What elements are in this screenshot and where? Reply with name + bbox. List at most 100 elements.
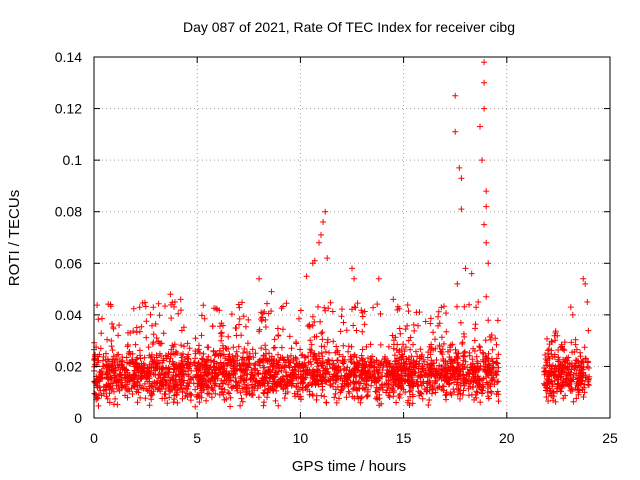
data-point (483, 203, 490, 210)
data-point (359, 328, 366, 335)
data-point (340, 342, 347, 349)
data-point (558, 373, 565, 380)
data-point (111, 374, 118, 381)
data-point (124, 394, 131, 401)
data-point (462, 265, 469, 272)
data-point (561, 346, 568, 353)
data-point (388, 385, 395, 392)
data-point (370, 304, 377, 311)
data-point (179, 385, 186, 392)
data-point (407, 393, 413, 400)
data-point (316, 373, 323, 380)
data-point (138, 374, 145, 381)
data-point (239, 398, 246, 405)
data-point (311, 369, 317, 376)
data-point (286, 378, 293, 385)
data-point (572, 341, 579, 348)
data-point (127, 351, 134, 358)
data-point (288, 345, 295, 352)
data-point (312, 356, 319, 363)
data-point (270, 387, 277, 394)
data-point (445, 381, 452, 388)
data-point (225, 333, 232, 340)
data-point (349, 306, 355, 313)
data-point (462, 358, 469, 365)
data-point (134, 399, 141, 406)
data-point (455, 386, 462, 393)
data-point (255, 358, 262, 365)
data-point (472, 321, 479, 328)
data-point (208, 357, 214, 364)
data-point (97, 387, 104, 394)
data-point (415, 322, 421, 329)
data-point (220, 322, 226, 329)
data-point (287, 359, 294, 366)
data-point (261, 364, 268, 371)
data-point (315, 351, 322, 357)
data-point (392, 376, 399, 383)
data-point (422, 318, 429, 325)
data-point (554, 332, 561, 339)
data-point (114, 401, 121, 408)
data-point (568, 366, 575, 373)
data-point (142, 395, 149, 402)
data-point (275, 402, 282, 409)
data-point (393, 346, 400, 353)
data-point (107, 301, 114, 308)
data-point (396, 357, 403, 364)
data-point (410, 341, 416, 348)
data-point (297, 371, 304, 378)
data-point (443, 389, 450, 396)
data-point (160, 357, 167, 364)
data-point (177, 296, 184, 303)
data-point (231, 355, 237, 361)
data-point (545, 398, 552, 404)
data-point (461, 303, 468, 310)
data-point (358, 395, 365, 402)
data-point (453, 365, 460, 372)
data-point (239, 299, 245, 306)
data-point (154, 378, 161, 384)
data-point (374, 370, 381, 377)
data-point (188, 391, 195, 398)
data-point (258, 309, 265, 316)
data-point (543, 359, 550, 366)
data-point (293, 340, 300, 347)
data-point (267, 372, 274, 379)
data-point (130, 305, 137, 312)
data-point (437, 372, 444, 379)
data-point (112, 395, 119, 402)
data-point (159, 365, 165, 372)
data-point (428, 370, 435, 377)
data-point (460, 352, 467, 359)
data-point (149, 322, 155, 329)
data-point (221, 396, 228, 403)
data-point (129, 391, 136, 397)
data-point (95, 402, 102, 409)
data-point (386, 360, 393, 367)
data-point (187, 361, 193, 368)
data-point (155, 338, 162, 345)
data-point (370, 364, 377, 371)
data-point (225, 389, 232, 396)
data-point (431, 360, 437, 367)
data-point (311, 378, 318, 385)
data-point (178, 342, 185, 349)
data-point (481, 59, 488, 66)
data-point (300, 375, 307, 382)
data-point (471, 337, 478, 344)
data-point (417, 346, 424, 353)
data-point (578, 371, 584, 378)
data-point (582, 280, 589, 287)
data-point (493, 391, 500, 398)
data-point (245, 382, 251, 389)
data-point (260, 402, 267, 409)
data-point (245, 316, 252, 323)
data-point (217, 323, 223, 330)
data-point (183, 390, 190, 397)
data-point (324, 339, 331, 346)
data-point (122, 383, 129, 389)
data-point (414, 378, 421, 385)
data-point (249, 369, 255, 376)
data-point (241, 368, 248, 375)
